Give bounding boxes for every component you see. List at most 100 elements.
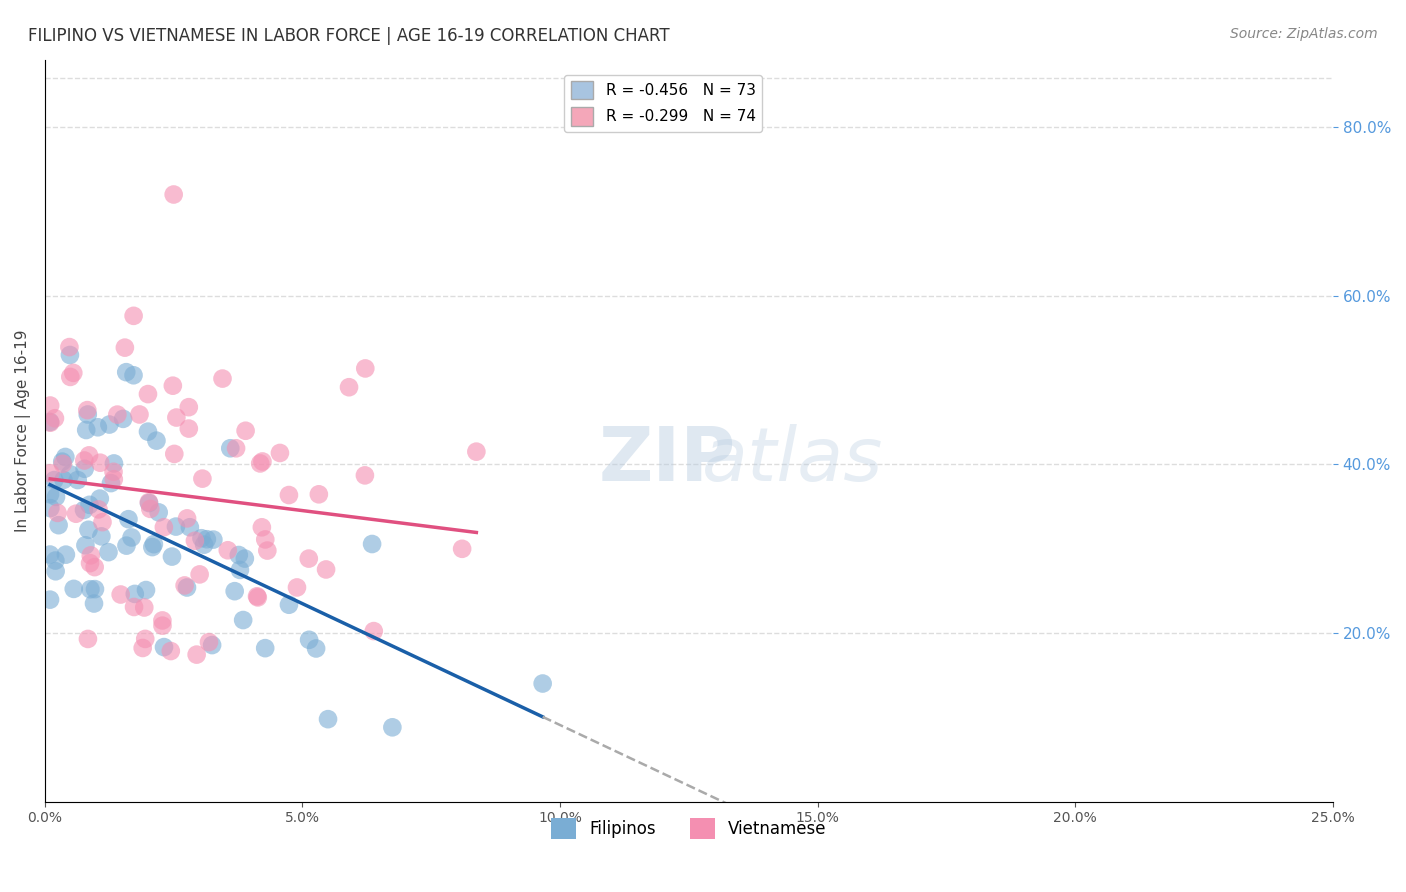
Point bbox=[66, 473, 89, 487]
Point bbox=[152, 614, 174, 628]
Point bbox=[191, 472, 214, 486]
Point bbox=[145, 434, 167, 448]
Text: atlas: atlas bbox=[702, 425, 883, 496]
Point bbox=[298, 551, 321, 566]
Point bbox=[52, 457, 75, 471]
Point bbox=[308, 487, 330, 501]
Point bbox=[44, 553, 66, 567]
Point bbox=[135, 582, 157, 597]
Point bbox=[160, 549, 183, 564]
Point bbox=[451, 541, 474, 556]
Point bbox=[45, 564, 67, 578]
Point bbox=[122, 309, 145, 323]
Point bbox=[77, 632, 100, 646]
Text: FILIPINO VS VIETNAMESE IN LABOR FORCE | AGE 16-19 CORRELATION CHART: FILIPINO VS VIETNAMESE IN LABOR FORCE | … bbox=[28, 27, 669, 45]
Point bbox=[87, 420, 110, 434]
Point bbox=[177, 400, 200, 414]
Point bbox=[217, 543, 239, 558]
Point bbox=[110, 588, 132, 602]
Point bbox=[105, 408, 128, 422]
Point bbox=[77, 449, 100, 463]
Point bbox=[51, 455, 73, 469]
Point bbox=[62, 366, 84, 380]
Point bbox=[114, 341, 136, 355]
Point bbox=[73, 462, 96, 476]
Point bbox=[79, 556, 101, 570]
Point bbox=[44, 411, 66, 425]
Point bbox=[79, 582, 101, 597]
Point bbox=[278, 488, 301, 502]
Point bbox=[228, 548, 250, 562]
Point bbox=[39, 416, 62, 430]
Point bbox=[315, 562, 337, 576]
Point bbox=[62, 582, 84, 596]
Point bbox=[59, 467, 82, 482]
Point bbox=[117, 512, 139, 526]
Point bbox=[44, 473, 66, 487]
Point bbox=[165, 519, 187, 533]
Point bbox=[224, 584, 246, 599]
Point bbox=[39, 548, 62, 562]
Point bbox=[100, 476, 122, 491]
Point bbox=[246, 589, 269, 603]
Point bbox=[163, 187, 186, 202]
Point bbox=[252, 454, 274, 468]
Point bbox=[91, 515, 114, 529]
Point bbox=[176, 511, 198, 525]
Point bbox=[90, 529, 112, 543]
Legend: Filipinos, Vietnamese: Filipinos, Vietnamese bbox=[544, 812, 834, 846]
Point bbox=[246, 591, 269, 605]
Point bbox=[361, 537, 384, 551]
Point bbox=[131, 640, 153, 655]
Point bbox=[254, 641, 277, 656]
Point bbox=[80, 549, 103, 563]
Point bbox=[45, 490, 67, 504]
Point bbox=[84, 582, 107, 596]
Point bbox=[254, 533, 277, 547]
Point bbox=[97, 545, 120, 559]
Point bbox=[83, 560, 105, 574]
Point bbox=[225, 442, 247, 456]
Point bbox=[363, 624, 385, 639]
Point bbox=[73, 453, 96, 467]
Text: Source: ZipAtlas.com: Source: ZipAtlas.com bbox=[1230, 27, 1378, 41]
Point bbox=[59, 348, 82, 362]
Point bbox=[141, 540, 163, 554]
Point bbox=[193, 538, 215, 552]
Point bbox=[79, 498, 101, 512]
Point bbox=[229, 563, 252, 577]
Point bbox=[39, 399, 62, 413]
Point bbox=[202, 533, 225, 547]
Point bbox=[173, 578, 195, 592]
Text: ZIP: ZIP bbox=[599, 424, 735, 497]
Point bbox=[121, 531, 143, 545]
Point bbox=[75, 423, 97, 437]
Point bbox=[103, 457, 125, 471]
Point bbox=[115, 539, 138, 553]
Point bbox=[148, 505, 170, 519]
Point bbox=[77, 523, 100, 537]
Point bbox=[136, 387, 159, 401]
Point bbox=[354, 468, 377, 483]
Point bbox=[195, 533, 218, 547]
Point bbox=[46, 506, 69, 520]
Point bbox=[39, 592, 62, 607]
Point bbox=[89, 491, 111, 506]
Point bbox=[89, 456, 111, 470]
Point bbox=[269, 446, 291, 460]
Point bbox=[188, 567, 211, 582]
Point bbox=[249, 457, 271, 471]
Point bbox=[354, 361, 377, 376]
Point bbox=[103, 465, 125, 479]
Point bbox=[39, 501, 62, 516]
Point bbox=[53, 450, 76, 464]
Point bbox=[83, 597, 105, 611]
Point bbox=[73, 503, 96, 517]
Point bbox=[153, 520, 176, 534]
Point bbox=[124, 587, 146, 601]
Point bbox=[115, 365, 138, 379]
Point bbox=[152, 618, 174, 632]
Point bbox=[159, 644, 181, 658]
Point bbox=[162, 378, 184, 392]
Point bbox=[122, 599, 145, 614]
